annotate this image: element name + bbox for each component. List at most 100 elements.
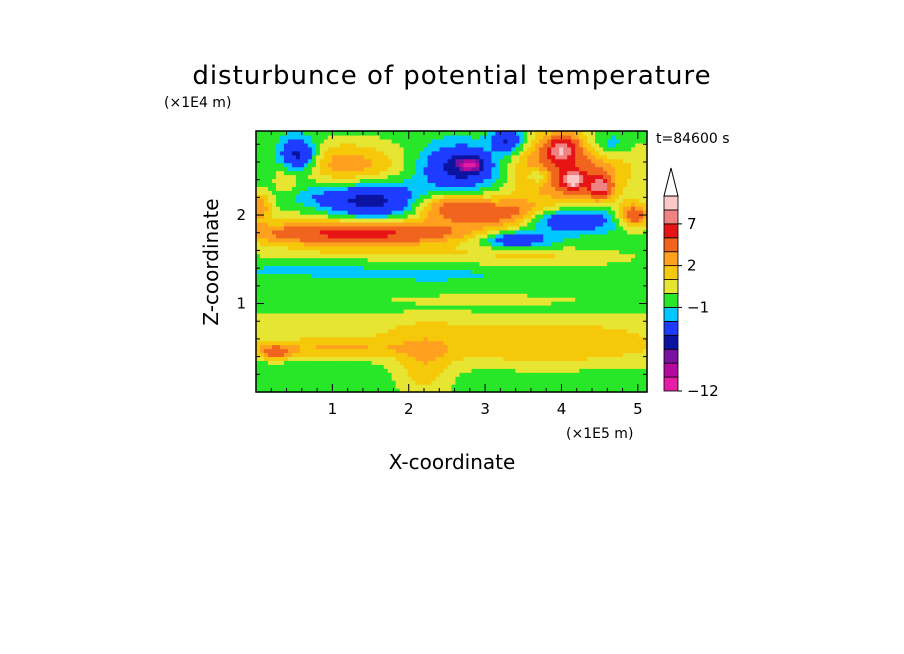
field-cell bbox=[411, 364, 417, 369]
field-cell bbox=[627, 328, 632, 334]
field-cell bbox=[643, 206, 648, 211]
field-cell bbox=[263, 229, 269, 235]
field-cell bbox=[407, 376, 413, 381]
field-cell bbox=[259, 360, 265, 365]
field-cell bbox=[543, 214, 548, 219]
field-cell bbox=[363, 293, 369, 298]
field-cell bbox=[463, 233, 469, 239]
field-cell bbox=[295, 210, 301, 215]
field-cell bbox=[419, 289, 425, 294]
field-cell bbox=[639, 229, 644, 235]
field-cell bbox=[571, 356, 576, 361]
field-cell bbox=[303, 210, 309, 215]
field-cell bbox=[427, 237, 433, 243]
field-cell bbox=[407, 356, 413, 361]
field-cell bbox=[483, 301, 489, 306]
field-cell bbox=[279, 320, 285, 326]
field-cell bbox=[387, 308, 393, 314]
field-cell bbox=[615, 206, 620, 211]
field-cell bbox=[311, 305, 317, 310]
field-cell bbox=[423, 316, 429, 322]
field-cell bbox=[399, 308, 405, 314]
field-cell bbox=[359, 320, 365, 326]
field-cell bbox=[263, 253, 269, 259]
field-cell bbox=[419, 324, 425, 330]
field-cell bbox=[331, 324, 337, 330]
field-cell bbox=[519, 308, 524, 314]
field-cell bbox=[256, 277, 261, 282]
field-cell bbox=[299, 233, 305, 239]
field-cell bbox=[495, 233, 500, 239]
field-cell bbox=[367, 320, 373, 326]
field-cell bbox=[515, 293, 520, 298]
field-cell bbox=[499, 356, 504, 361]
field-cell bbox=[307, 352, 313, 357]
field-cell bbox=[391, 384, 397, 389]
field-cell bbox=[627, 206, 632, 211]
field-cell bbox=[447, 218, 453, 223]
field-cell bbox=[279, 388, 285, 393]
field-cell bbox=[335, 237, 341, 243]
field-cell bbox=[527, 221, 532, 227]
field-cell bbox=[463, 364, 469, 369]
field-cell bbox=[391, 225, 397, 231]
field-cell bbox=[479, 229, 485, 235]
field-cell bbox=[623, 218, 628, 223]
field-cell bbox=[479, 289, 485, 294]
field-cell bbox=[339, 210, 345, 215]
field-cell bbox=[347, 229, 353, 235]
field-cell bbox=[447, 285, 453, 290]
field-cell bbox=[487, 380, 492, 385]
field-cell bbox=[615, 348, 620, 354]
field-cell bbox=[543, 210, 548, 215]
field-cell bbox=[399, 194, 405, 199]
field-cell bbox=[391, 233, 397, 239]
field-cell bbox=[259, 221, 265, 227]
field-cell bbox=[367, 289, 373, 294]
field-cell bbox=[299, 384, 305, 389]
field-cell bbox=[607, 380, 612, 385]
field-cell bbox=[627, 324, 632, 330]
field-cell bbox=[443, 348, 449, 354]
field-cell bbox=[371, 336, 377, 342]
field-cell bbox=[527, 364, 532, 369]
field-cell bbox=[359, 352, 365, 357]
field-cell bbox=[339, 328, 345, 334]
field-cell bbox=[447, 269, 453, 274]
field-cell bbox=[483, 218, 489, 223]
field-cell bbox=[367, 293, 373, 298]
field-cell bbox=[591, 348, 596, 354]
field-cell bbox=[635, 388, 640, 393]
field-cell bbox=[275, 348, 281, 354]
field-cell bbox=[623, 214, 628, 219]
field-cell bbox=[343, 360, 349, 365]
field-cell bbox=[555, 229, 560, 235]
field-cell bbox=[411, 336, 417, 342]
field-cell bbox=[447, 281, 453, 286]
field-cell bbox=[399, 364, 405, 369]
field-cell bbox=[471, 218, 477, 223]
field-cell bbox=[375, 336, 381, 342]
field-cell bbox=[487, 249, 492, 255]
field-cell bbox=[531, 352, 536, 357]
field-cell bbox=[279, 198, 285, 203]
field-cell bbox=[339, 301, 345, 306]
field-cell bbox=[591, 368, 596, 373]
field-cell bbox=[347, 352, 353, 357]
field-cell bbox=[555, 336, 560, 342]
field-cell bbox=[399, 198, 405, 203]
field-cell bbox=[563, 221, 568, 227]
field-cell bbox=[259, 237, 265, 243]
field-cell bbox=[331, 388, 337, 393]
field-cell bbox=[531, 221, 536, 227]
field-cell bbox=[555, 289, 560, 294]
field-cell bbox=[555, 384, 560, 389]
field-cell bbox=[427, 229, 433, 235]
field-cell bbox=[491, 190, 496, 195]
field-cell bbox=[599, 297, 604, 302]
field-cell bbox=[523, 301, 528, 306]
field-cell bbox=[587, 202, 592, 207]
field-cell bbox=[391, 297, 397, 302]
field-cell bbox=[343, 356, 349, 361]
field-cell bbox=[263, 297, 269, 302]
